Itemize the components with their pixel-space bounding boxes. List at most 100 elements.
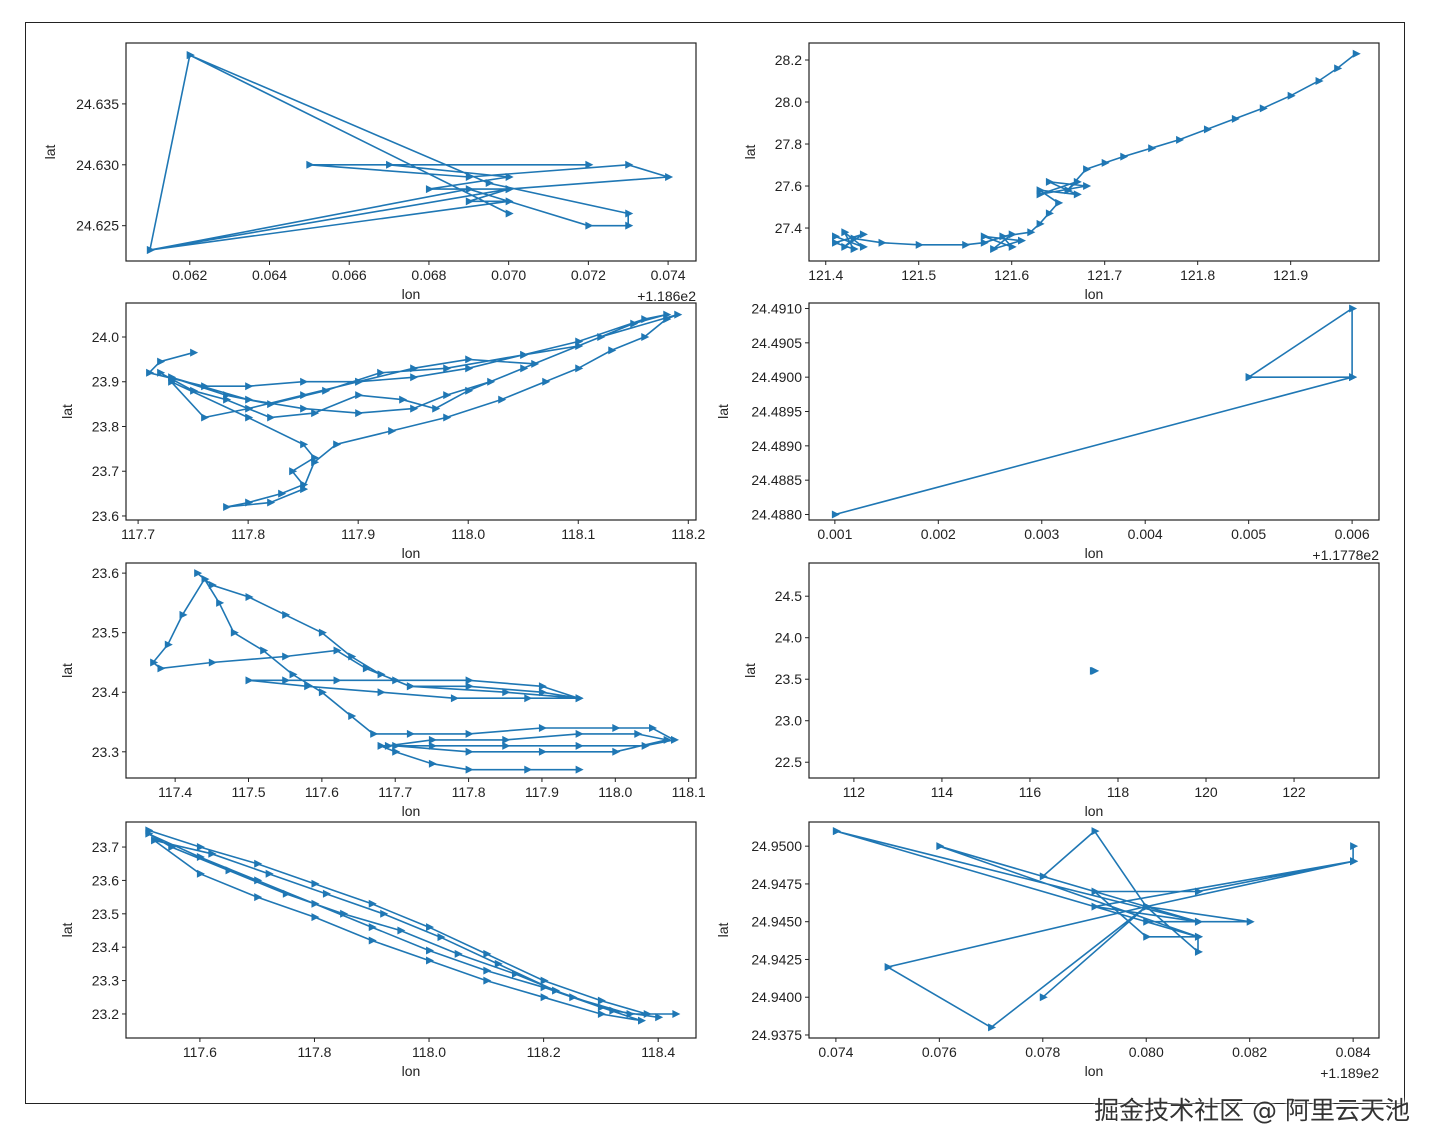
x-tick-label: 121.4 [808, 267, 843, 283]
data-point-marker [608, 346, 617, 355]
data-point-marker [990, 245, 999, 254]
data-point-marker [392, 741, 401, 750]
data-point-marker [1194, 932, 1203, 941]
x-tick-label: 118.1 [672, 784, 706, 800]
y-tick-label: 24.9500 [751, 838, 802, 854]
y-tick-label: 27.8 [775, 136, 802, 152]
plot-area [808, 42, 1380, 262]
data-point-marker [282, 889, 291, 898]
data-point-marker [428, 735, 437, 744]
x-tick-label: 117.6 [305, 784, 339, 800]
data-point-marker [304, 682, 313, 691]
data-point-marker [397, 926, 406, 935]
data-point-marker [1091, 887, 1100, 896]
data-point-marker [428, 759, 437, 768]
data-point-marker [260, 646, 269, 655]
data-point-marker [216, 598, 225, 607]
data-point-marker [377, 688, 386, 697]
data-point-marker [641, 741, 650, 750]
data-point-marker [1055, 198, 1064, 207]
data-point-marker [483, 966, 492, 975]
x-tick-label: 0.074 [818, 1044, 853, 1060]
data-point-marker [384, 741, 393, 750]
y-tick-label: 23.5 [92, 906, 119, 922]
data-point-marker [638, 1016, 647, 1025]
data-point-marker [196, 869, 205, 878]
data-point-marker [208, 849, 217, 858]
x-tick-label: 121.9 [1273, 267, 1308, 283]
data-point-marker [1091, 902, 1100, 911]
data-point-marker [487, 377, 496, 386]
data-point-marker [1315, 77, 1324, 86]
subplot-1: 0.062 0.064 0.066 0.068 0.070 0.072 0.074 24.62… [42, 42, 697, 304]
data-point-marker [634, 729, 643, 738]
data-point-marker [348, 712, 357, 721]
data-point-marker [1287, 91, 1296, 100]
data-point-marker [465, 676, 474, 685]
data-point-marker [483, 976, 492, 985]
y-tick-label: 23.7 [92, 463, 119, 479]
subplot-3: 117.7 117.8 117.9 118.0 118.1 118.2 23.6 23.7 23… [59, 302, 706, 561]
y-axis-label: lat [59, 404, 75, 419]
data-point-marker [832, 827, 841, 836]
data-point-marker [465, 682, 474, 691]
data-point-marker [432, 404, 441, 413]
data-point-marker [465, 197, 474, 206]
data-point-marker [265, 869, 274, 878]
data-point-marker [333, 646, 342, 655]
data-point-marker [1148, 144, 1157, 153]
data-point-marker [311, 899, 320, 908]
data-point-marker [245, 592, 254, 601]
data-point-marker [426, 923, 435, 932]
data-point-marker [841, 242, 850, 251]
y-tick-label: 23.4 [92, 939, 119, 955]
data-point-marker [483, 949, 492, 958]
x-tick-label: 0.074 [651, 267, 686, 283]
y-tick-label: 23.7 [92, 839, 119, 855]
y-tick-label: 28.2 [775, 52, 802, 68]
data-point-marker [254, 893, 263, 902]
data-point-marker [443, 391, 452, 400]
x-tick-label: 120 [1194, 784, 1218, 800]
x-tick-label: 0.070 [491, 267, 526, 283]
data-point-marker [406, 729, 415, 738]
data-point-marker [841, 228, 850, 237]
x-tick-label: 121.6 [994, 267, 1029, 283]
x-tick-label: 0.084 [1336, 1044, 1371, 1060]
y-tick-label: 24.0 [775, 630, 802, 646]
x-axis-label: lon [402, 803, 421, 819]
data-point-marker [655, 1013, 664, 1022]
x-tick-label: 117.8 [452, 784, 486, 800]
data-point-marker [267, 400, 276, 409]
watermark: 掘金技术社区 @ 阿里云天池 [1094, 1096, 1410, 1125]
data-point-marker [850, 245, 859, 254]
data-point-marker [1143, 902, 1152, 911]
data-point-marker [443, 364, 452, 373]
data-point-marker [282, 652, 291, 661]
x-axis-label: lon [1085, 286, 1104, 302]
data-point-marker [670, 735, 679, 744]
x-tick-label: 118.4 [641, 1044, 675, 1060]
y-tick-label: 23.3 [92, 744, 119, 760]
data-point-marker [306, 160, 315, 169]
data-point-marker [282, 610, 291, 619]
data-point-marker [585, 160, 594, 169]
data-point-marker [878, 238, 887, 247]
data-point-marker [406, 682, 415, 691]
data-point-marker [641, 315, 650, 324]
data-point-marker [585, 221, 594, 230]
data-point-marker [988, 1023, 997, 1032]
data-point-marker [164, 640, 173, 649]
data-point-marker [597, 1003, 606, 1012]
data-point-marker [1194, 887, 1203, 896]
y-tick-label: 23.5 [775, 671, 802, 687]
x-tick-label: 117.9 [525, 784, 559, 800]
data-point-marker [597, 1009, 606, 1018]
x-tick-label: 118.1 [561, 526, 595, 542]
y-tick-label: 24.9475 [751, 876, 802, 892]
data-point-marker [465, 765, 474, 774]
data-point-marker [643, 1009, 652, 1018]
y-tick-label: 24.9400 [751, 989, 802, 1005]
y-tick-label: 23.9 [92, 374, 119, 390]
